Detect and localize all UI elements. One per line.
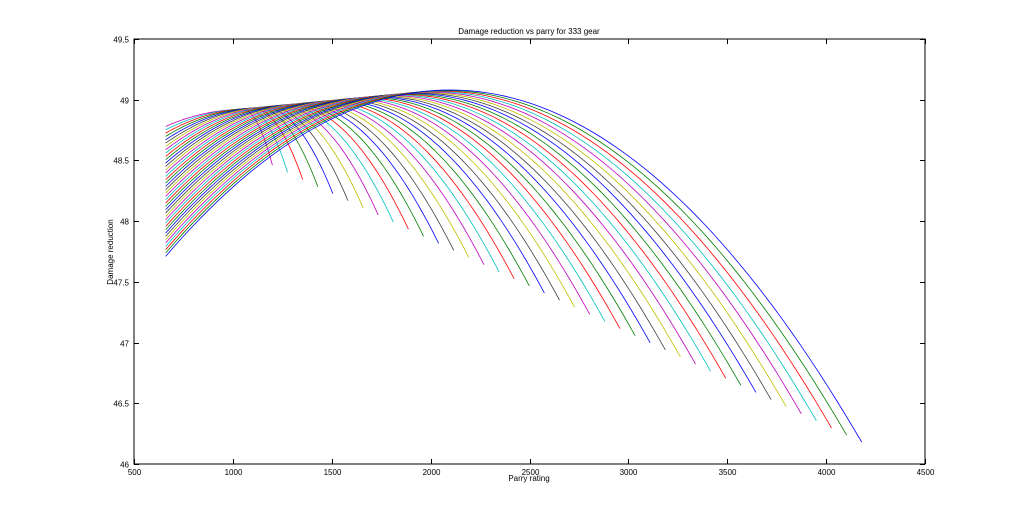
y-axis-label: Damage reduction xyxy=(106,219,115,284)
series-line xyxy=(165,94,727,379)
y-tick-label: 49.5 xyxy=(113,36,129,45)
series-line xyxy=(165,95,696,365)
series-line xyxy=(165,95,681,358)
x-axis-label: Parry rating xyxy=(508,474,549,483)
chart-title: Damage reduction vs parry for 333 gear xyxy=(458,27,600,36)
x-tick-label: 2500 xyxy=(522,468,540,477)
series-line xyxy=(165,90,832,429)
series-line xyxy=(165,96,651,343)
series-layer xyxy=(165,89,863,443)
y-tick-label: 48.5 xyxy=(113,157,129,166)
series-line xyxy=(165,90,847,436)
series-line xyxy=(165,93,757,393)
series-line xyxy=(165,96,666,351)
series-line xyxy=(165,97,621,329)
series-line xyxy=(165,91,817,422)
axes-frame xyxy=(133,38,926,465)
series-line xyxy=(165,93,742,386)
x-tick-label: 4000 xyxy=(818,468,836,477)
x-tick-label: 3000 xyxy=(620,468,638,477)
series-line xyxy=(165,97,636,336)
y-tick-label: 47 xyxy=(120,340,129,349)
x-tick-label: 500 xyxy=(128,468,142,477)
y-tick-label: 46 xyxy=(120,461,129,470)
series-line xyxy=(165,89,863,443)
x-tick-label: 3500 xyxy=(719,468,737,477)
y-tick-label: 46.5 xyxy=(113,400,129,409)
x-tick-label: 4500 xyxy=(917,468,935,477)
x-tick-label: 1000 xyxy=(225,468,243,477)
series-line xyxy=(165,94,711,372)
series-line xyxy=(165,92,787,407)
series-line xyxy=(165,98,606,322)
x-tick-label: 2000 xyxy=(423,468,441,477)
series-line xyxy=(165,109,273,166)
x-tick-label: 1500 xyxy=(324,468,342,477)
y-tick-label: 49 xyxy=(120,97,129,106)
series-line xyxy=(165,92,772,400)
y-tick-label: 47.5 xyxy=(113,279,129,288)
series-line xyxy=(165,91,802,414)
y-tick-label: 48 xyxy=(120,218,129,227)
